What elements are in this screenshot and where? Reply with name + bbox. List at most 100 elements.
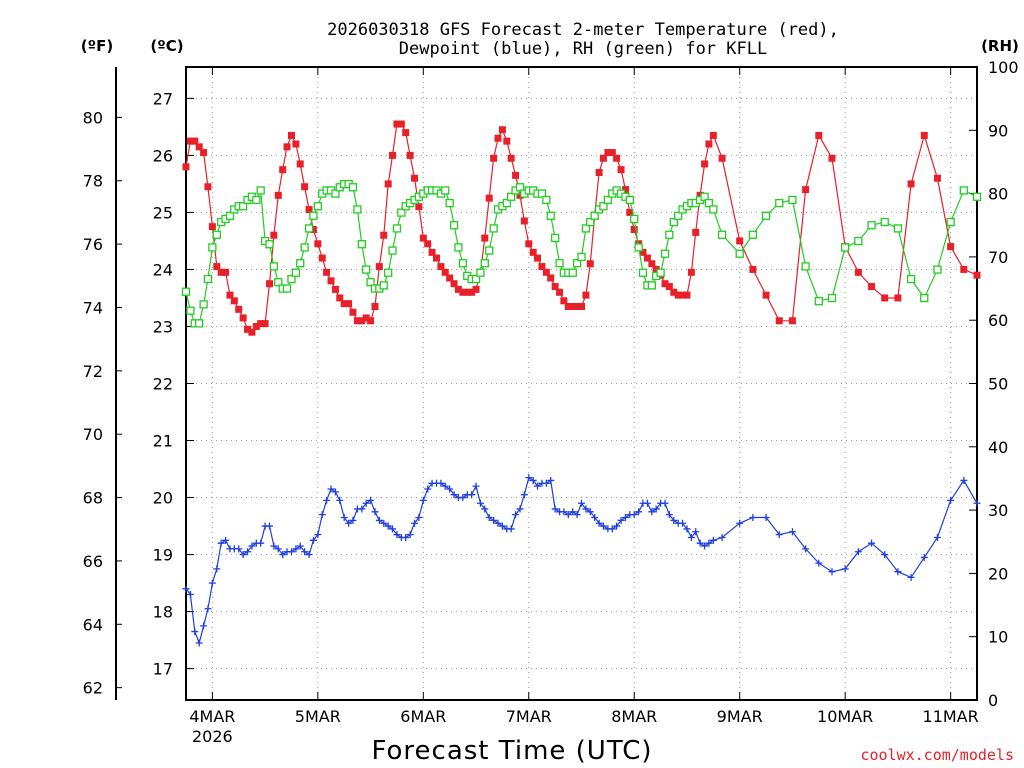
temperature-point — [626, 208, 634, 216]
celsius-tick-label: 25 — [153, 203, 173, 222]
dewpoint-point — [437, 479, 445, 487]
rh-point — [537, 189, 547, 198]
rh-point — [195, 319, 204, 328]
temperature-point — [674, 291, 682, 299]
rh-point — [959, 186, 968, 195]
rh-axis: 0 10 20 30 40 50 60 70 80 90 100 — [969, 58, 1019, 710]
rh-point — [841, 243, 850, 252]
rh-point — [590, 211, 599, 220]
temperature-point — [384, 180, 392, 188]
rh-point — [239, 202, 248, 211]
x-tick-label: 4MAR — [189, 707, 235, 726]
rh-point — [647, 281, 656, 290]
dewpoint-point — [630, 511, 638, 519]
dewpoint-point — [736, 519, 744, 527]
temperature-point — [490, 154, 498, 162]
x-tick-sublabel: 2026 — [192, 727, 233, 746]
temperature-point — [564, 303, 572, 311]
temperature-point — [217, 268, 225, 276]
dewpoint-series — [182, 474, 981, 647]
temperature-point — [327, 277, 335, 285]
temperature-point — [287, 131, 295, 139]
dewpoint-point — [362, 499, 370, 507]
celsius-tick-label: 23 — [153, 317, 173, 336]
dewpoint-point — [402, 533, 410, 541]
fahrenheit-tick-label: 74 — [83, 298, 103, 317]
temperature-point — [353, 317, 361, 325]
temperature-point — [213, 263, 221, 271]
dewpoint-point — [661, 499, 669, 507]
rh-point — [296, 259, 305, 268]
temperature-point — [305, 206, 313, 214]
dewpoint-point — [841, 565, 849, 573]
temperature-point — [331, 285, 339, 293]
rh-point — [309, 211, 318, 220]
dewpoint-point — [336, 496, 344, 504]
dewpoint-point — [200, 622, 208, 630]
rh-point — [269, 262, 279, 271]
temperature-point — [200, 149, 208, 157]
temperature-point — [542, 268, 550, 276]
temperature-point — [670, 288, 678, 296]
temperature-point — [802, 186, 810, 194]
temperature-point — [248, 328, 256, 336]
dewpoint-point — [947, 496, 955, 504]
temperature-point — [283, 143, 291, 151]
fahrenheit-tick-label: 72 — [83, 362, 103, 381]
temperature-point — [345, 300, 353, 308]
dewpoint-point — [560, 508, 568, 516]
fahrenheit-tick-label: 80 — [83, 108, 103, 127]
dewpoint-point — [670, 516, 678, 524]
dewpoint-point — [441, 482, 449, 490]
temperature-point — [630, 226, 638, 234]
dewpoint-point — [424, 485, 432, 493]
dewpoint-point — [292, 545, 300, 553]
rh-point — [384, 268, 393, 277]
x-tick-label: 7MAR — [506, 707, 552, 726]
dewpoint-point — [652, 505, 660, 513]
rh-point — [274, 278, 283, 287]
temperature-point — [243, 325, 251, 333]
temperature-point — [454, 285, 462, 293]
rh-point — [454, 243, 463, 252]
temperature-point — [578, 303, 585, 311]
rh-point — [480, 259, 489, 268]
temperature-point — [701, 160, 709, 168]
rh-point — [471, 274, 481, 284]
chart-title-line-2: Dewpoint (blue), RH (green) for KFLL — [399, 39, 767, 59]
rh-tick-label: 50 — [988, 375, 1008, 394]
rh-point — [599, 202, 608, 211]
rh-point — [291, 268, 301, 277]
rh-point — [577, 252, 586, 262]
celsius-tick-label: 24 — [153, 260, 173, 279]
temperature-point — [854, 268, 862, 276]
rh-point — [946, 217, 955, 227]
rh-series — [181, 179, 982, 328]
dewpoint-point — [481, 505, 489, 513]
temperature-point — [547, 274, 555, 282]
rh-point — [304, 224, 314, 233]
temperature-point — [749, 265, 757, 273]
temperature-point — [569, 303, 577, 311]
temperature-point — [424, 240, 432, 248]
rh-point — [458, 259, 468, 268]
chart-title-line-1: 2026030318 GFS Forecast 2-meter Temperat… — [327, 20, 839, 40]
rh-point — [827, 293, 837, 303]
rh-point — [572, 259, 582, 268]
temperature-point — [340, 300, 348, 308]
temperature-point — [534, 254, 542, 262]
dewpoint-point — [643, 499, 651, 507]
dewpoint-point — [318, 511, 326, 519]
dewpoint-point — [512, 511, 520, 519]
temperature-point — [419, 234, 427, 242]
temperature-point — [648, 260, 656, 268]
temperature-point — [450, 280, 458, 288]
fahrenheit-tick-label: 68 — [83, 489, 103, 508]
rh-tick-label: 70 — [988, 248, 1008, 267]
fahrenheit-tick-label: 66 — [83, 552, 103, 571]
dewpoint-point — [960, 476, 968, 484]
temperature-point — [556, 288, 564, 296]
dewpoint-point — [270, 542, 278, 550]
temperature-point — [894, 294, 902, 302]
